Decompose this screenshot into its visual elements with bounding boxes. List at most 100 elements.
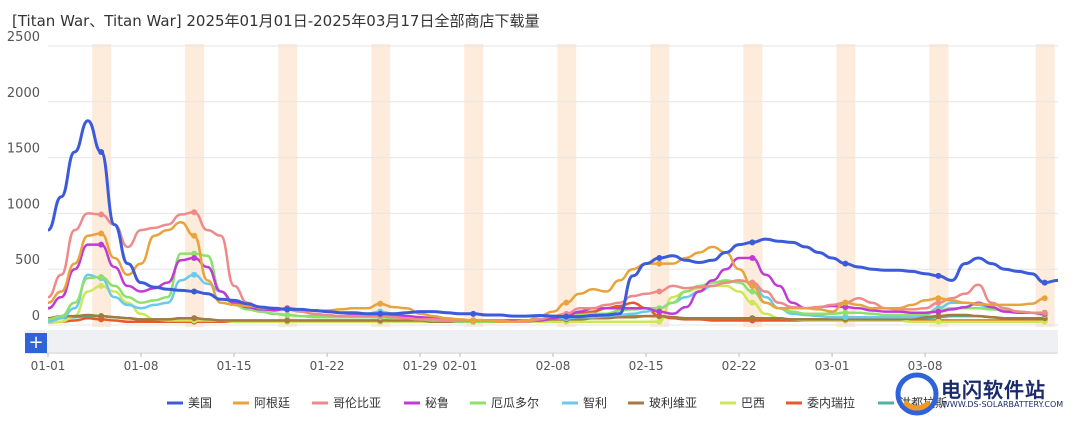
weekend-band-1 (185, 44, 205, 327)
logo-icon (895, 372, 939, 416)
data-point (749, 282, 756, 289)
x-tick-label: 03-08 (908, 359, 943, 373)
weekend-band-3 (371, 44, 391, 327)
legend-label: 美国 (188, 396, 212, 410)
weekend-bands (92, 44, 1055, 327)
data-point (1041, 295, 1048, 302)
legend: 美国 阿根廷 哥伦比亚 秘鲁 厄瓜多尔 智利 玻利维亚 巴西 委内瑞拉 洪都拉斯 (167, 395, 947, 410)
add-button[interactable]: + (25, 333, 47, 353)
x-tick-label: 01-08 (124, 359, 159, 373)
data-point (470, 317, 477, 324)
series-line (47, 211, 1045, 323)
data-point (98, 230, 105, 237)
weekend-band-6 (650, 44, 670, 327)
watermark-title: 电闪软件站 (941, 378, 1046, 402)
data-point (284, 306, 291, 313)
legend-item-0[interactable]: 美国 (167, 396, 212, 410)
weekend-band-10 (1035, 44, 1055, 327)
data-point (842, 260, 849, 267)
legend-label: 委内瑞拉 (807, 395, 855, 410)
data-point (842, 299, 849, 306)
legend-item-4[interactable]: 厄瓜多尔 (470, 395, 539, 410)
legend-label: 哥伦比亚 (333, 395, 381, 410)
data-point (935, 295, 942, 302)
data-point (656, 318, 663, 325)
data-point (749, 299, 756, 306)
data-point (749, 315, 756, 322)
data-point (191, 315, 198, 322)
x-tick-label: 01-22 (310, 359, 345, 373)
legend-item-5[interactable]: 智利 (562, 395, 607, 410)
legend-item-3[interactable]: 秘鲁 (404, 396, 449, 410)
data-point (284, 311, 291, 318)
series-line (47, 221, 1045, 323)
x-tick-label: 01-15 (217, 359, 252, 373)
data-point (656, 260, 663, 267)
y-tick-label: 2000 (7, 86, 40, 101)
range-slider-track[interactable] (25, 330, 1058, 352)
legend-item-7[interactable]: 巴西 (720, 396, 765, 410)
x-tick-label: 02-22 (722, 359, 757, 373)
x-tick-label: 03-01 (815, 359, 850, 373)
legend-item-1[interactable]: 阿根廷 (233, 396, 290, 410)
x-tick-label: 02-01 (443, 359, 478, 373)
x-tick-label: 01-29 (403, 359, 438, 373)
watermark: 电闪软件站 WWW.DS-SOLARBATTERY.COM (895, 370, 1070, 420)
data-point (656, 308, 663, 315)
data-point (656, 255, 663, 262)
chart-title: [Titan War、Titan War] 2025年01月01日-2025年0… (12, 12, 540, 30)
weekend-band-0 (92, 44, 112, 327)
data-point (935, 299, 942, 306)
data-point (98, 211, 105, 218)
data-point (98, 241, 105, 248)
data-point (749, 239, 756, 246)
data-point (935, 318, 942, 325)
x-tick-label: 02-08 (536, 359, 571, 373)
data-point (98, 274, 105, 281)
data-point (842, 309, 849, 316)
data-point (191, 255, 198, 262)
data-point (563, 299, 570, 306)
series-0 (47, 119, 1059, 320)
data-point (191, 209, 198, 216)
legend-label: 厄瓜多尔 (491, 395, 539, 410)
data-point (470, 310, 477, 317)
data-point (284, 317, 291, 324)
weekend-band-9 (929, 44, 949, 327)
legend-label: 玻利维亚 (649, 396, 697, 410)
data-point (935, 308, 942, 315)
data-point (842, 314, 849, 321)
legend-label: 巴西 (741, 396, 765, 410)
data-point (656, 313, 663, 320)
weekend-band-8 (836, 44, 856, 327)
y-tick-label: 1000 (7, 197, 40, 212)
series-line (47, 243, 1045, 322)
weekend-band-7 (743, 44, 763, 327)
data-point (656, 288, 663, 295)
data-point (98, 282, 105, 289)
y-tick-label: 1500 (7, 142, 40, 157)
data-point (98, 313, 105, 320)
x-tick-label: 02-15 (629, 359, 664, 373)
data-point (749, 288, 756, 295)
series-line (47, 119, 1059, 319)
watermark-subtitle: WWW.DS-SOLARBATTERY.COM (942, 400, 1064, 409)
data-point (563, 313, 570, 320)
data-point (191, 232, 198, 239)
legend-item-6[interactable]: 玻利维亚 (628, 396, 697, 410)
y-tick-label: 500 (15, 253, 40, 268)
legend-item-8[interactable]: 委内瑞拉 (786, 395, 855, 410)
y-tick-label: 2500 (7, 30, 40, 45)
series-lines (47, 119, 1059, 325)
x-axis: 01-01 01-08 01-15 01-22 01-29 02-01 02-08 02-15… (25, 330, 1058, 373)
weekend-band-4 (464, 44, 484, 327)
data-point (191, 288, 198, 295)
data-point (1041, 309, 1048, 316)
legend-item-2[interactable]: 哥伦比亚 (312, 395, 381, 410)
data-point (191, 271, 198, 278)
data-point (191, 250, 198, 257)
weekend-band-2 (278, 44, 298, 327)
data-point (935, 272, 942, 279)
data-point (377, 300, 384, 307)
